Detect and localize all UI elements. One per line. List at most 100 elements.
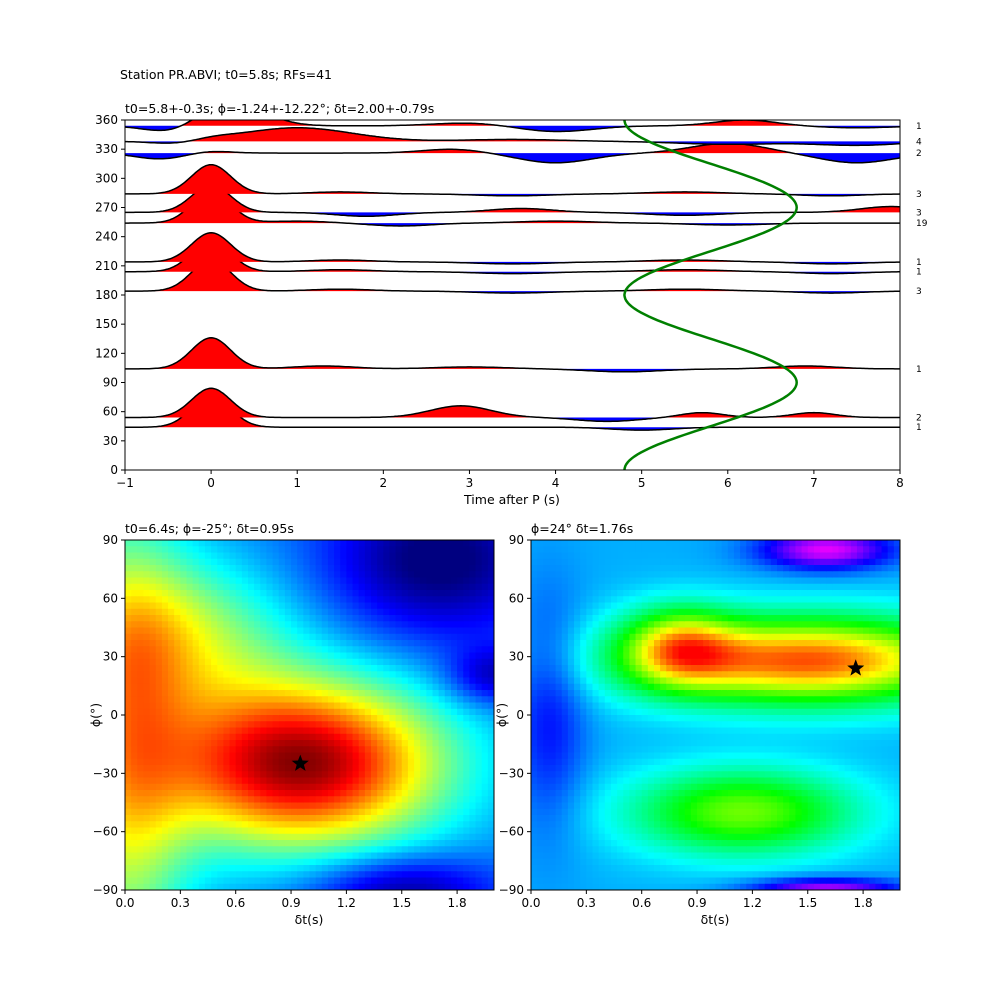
heatmap-cell — [125, 752, 132, 760]
heatmap-cell — [155, 715, 163, 722]
heatmap-cell — [401, 783, 409, 791]
heatmap-cell — [444, 565, 452, 572]
heatmap-cell — [604, 621, 612, 629]
heatmap-cell — [469, 802, 477, 810]
heatmap-cell — [623, 790, 630, 797]
heatmap-cell — [475, 696, 483, 704]
heatmap-cell — [204, 802, 212, 810]
heatmap-cell — [161, 583, 169, 591]
heatmap-cell — [235, 677, 243, 685]
heatmap-cell — [414, 740, 421, 747]
heatmap-cell — [463, 708, 470, 716]
heatmap-cell — [414, 646, 421, 654]
heatmap-cell — [229, 858, 237, 866]
heatmap-cell — [204, 821, 212, 829]
heatmap-cell — [346, 883, 354, 890]
heatmap-cell — [272, 665, 280, 672]
heatmap-cell — [684, 602, 692, 610]
heatmap-cell — [284, 727, 292, 735]
heatmap-cell — [623, 721, 630, 729]
heatmap-cell — [217, 790, 224, 797]
heatmap-cell — [432, 796, 440, 804]
heatmap-cell — [432, 733, 440, 741]
heatmap-cell — [567, 571, 575, 579]
heatmap-cell — [278, 633, 286, 641]
heatmap-cell — [125, 846, 132, 854]
heatmap-cell — [143, 765, 151, 772]
heatmap-cell — [161, 558, 169, 566]
heatmap-cell — [143, 715, 151, 722]
heatmap-cell — [666, 740, 674, 747]
heatmap-cell — [543, 640, 551, 647]
heatmap-cell — [592, 546, 600, 554]
heatmap-cell — [143, 552, 151, 560]
trace-count-label: 1 — [916, 365, 922, 375]
heatmap-cell — [666, 727, 674, 735]
y-tick-label: 90 — [103, 533, 118, 547]
heatmap-cell — [586, 696, 594, 704]
heatmap-cell — [334, 627, 341, 635]
heatmap-cell — [666, 815, 674, 822]
heatmap-cell — [168, 846, 175, 854]
heatmap-cell — [198, 640, 206, 647]
heatmap-cell — [543, 796, 551, 804]
heatmap-cell — [364, 633, 372, 641]
heatmap-cell — [309, 871, 317, 879]
heatmap-cell — [352, 827, 360, 835]
heatmap-cell — [610, 833, 618, 841]
heatmap-cell — [592, 752, 600, 760]
heatmap-cell — [241, 783, 249, 791]
heatmap-cell — [592, 871, 600, 879]
heatmap-cell — [260, 683, 268, 691]
heatmap-cell — [574, 877, 581, 885]
heatmap-cell — [204, 615, 212, 622]
heatmap-cell — [407, 683, 415, 691]
heatmap-cell — [137, 615, 145, 622]
heatmap-cell — [309, 596, 317, 604]
heatmap-cell — [260, 596, 268, 604]
heatmap-cell — [598, 852, 606, 860]
heatmap-cell — [272, 627, 280, 635]
heatmap-cell — [278, 658, 286, 666]
heatmap-cell — [211, 702, 218, 710]
heatmap-cell — [309, 640, 317, 647]
heatmap-cell — [309, 602, 317, 610]
heatmap-cell — [180, 790, 188, 797]
heatmap-cell — [604, 883, 612, 890]
heatmap-cell — [641, 540, 649, 547]
heatmap-cell — [672, 565, 680, 572]
heatmap-cell — [248, 633, 255, 641]
heatmap-cell — [358, 783, 366, 791]
heatmap-cell — [586, 821, 594, 829]
heatmap-cell — [610, 740, 618, 747]
heatmap-cell — [450, 808, 458, 816]
heatmap-cell — [481, 808, 489, 816]
heatmap-cell — [137, 558, 145, 566]
heatmap-cell — [352, 883, 360, 890]
heatmap-cell — [450, 683, 458, 691]
heatmap-cell — [438, 821, 446, 829]
heatmap-cell — [303, 571, 311, 579]
heatmap-cell — [161, 877, 169, 885]
heatmap-cell — [586, 702, 594, 710]
heatmap-cell — [297, 677, 304, 685]
heatmap-cell — [604, 702, 612, 710]
heatmap-cell — [635, 721, 643, 729]
heatmap-cell — [137, 596, 145, 604]
heatmap-cell — [340, 640, 347, 647]
heatmap-cell — [580, 865, 587, 872]
heatmap-cell — [125, 621, 132, 629]
heatmap-cell — [346, 790, 354, 797]
heatmap-cell — [672, 546, 680, 554]
heatmap-cell — [604, 640, 612, 647]
heatmap-cell — [137, 721, 145, 729]
heatmap-cell — [672, 746, 680, 754]
heatmap-cell — [407, 602, 415, 610]
heatmap-cell — [450, 746, 458, 754]
heatmap-cell — [352, 852, 360, 860]
heatmap-cell — [192, 677, 200, 685]
heatmap-cell — [457, 727, 464, 735]
heatmap-cell — [315, 658, 323, 666]
heatmap-cell — [586, 846, 594, 854]
heatmap-cell — [623, 771, 630, 779]
